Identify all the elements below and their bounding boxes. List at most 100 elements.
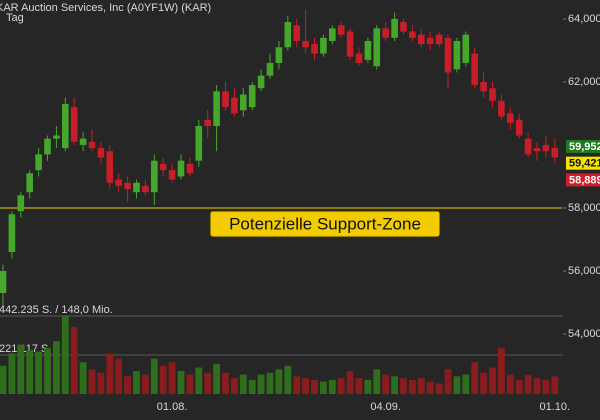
volume-bar <box>498 348 505 394</box>
candle-body <box>275 47 283 64</box>
candle-body <box>355 53 363 64</box>
candle-body <box>97 148 105 158</box>
candle-body <box>426 37 434 45</box>
volume-bar <box>462 374 470 394</box>
volume-bar <box>382 374 390 394</box>
candle-body <box>391 18 398 38</box>
volume-bar <box>35 351 42 394</box>
x-tick-label: 04.09. <box>370 401 401 413</box>
candle-body <box>409 31 416 38</box>
volume-bar <box>248 379 256 394</box>
candle-body <box>186 163 194 174</box>
volume-bar <box>150 358 158 394</box>
candle-body <box>168 170 176 180</box>
volume-bar <box>284 365 292 394</box>
candle-body <box>524 138 532 155</box>
candle-body <box>142 185 149 193</box>
volume-bar <box>177 371 185 394</box>
candle-body <box>44 138 51 155</box>
y-tick-label: 58,000 <box>568 202 600 214</box>
candle-body <box>311 44 318 54</box>
volume-bar <box>480 372 487 394</box>
candle-body <box>302 40 309 48</box>
y-tick-label: 56,000 <box>568 265 600 277</box>
volume-bar <box>320 381 327 394</box>
volume-bar <box>515 379 523 394</box>
candle-body <box>106 151 114 183</box>
candle-body <box>293 25 300 41</box>
volume-bar <box>346 371 354 394</box>
volume-bar <box>453 376 461 394</box>
volume-bar <box>195 367 203 394</box>
candle-body <box>462 34 470 64</box>
candle-body <box>346 31 354 57</box>
candle-body <box>35 154 42 171</box>
candle-body <box>489 88 496 101</box>
candle-body <box>151 160 158 193</box>
volume-bar <box>88 369 96 394</box>
candle-body <box>507 113 514 123</box>
candle-body <box>533 148 541 152</box>
volume-bar <box>435 383 443 394</box>
candle-body <box>444 37 452 73</box>
candle-body <box>204 119 211 127</box>
volume-bar <box>364 379 372 394</box>
candle-body <box>62 103 69 149</box>
candle-body <box>124 182 131 190</box>
candle-body <box>480 81 487 92</box>
candle-body <box>115 179 122 186</box>
y-tick-label: 54,000 <box>568 328 600 340</box>
volume-bar <box>204 372 212 394</box>
candle-body <box>364 40 372 60</box>
support-label: Potenzielle Support-Zone <box>229 214 421 233</box>
candle-body <box>435 34 443 45</box>
candle-body <box>213 91 220 127</box>
candle-body <box>133 182 140 193</box>
price-tag <box>566 156 600 170</box>
volume-bar <box>275 369 283 394</box>
volume-bar <box>311 379 318 394</box>
volume-bar <box>133 371 140 394</box>
candle-body <box>320 37 327 54</box>
candle-body <box>79 138 87 145</box>
candle-body <box>382 28 389 38</box>
x-tick-label: 01.08. <box>157 401 188 413</box>
candle-body <box>337 25 345 35</box>
volume-bar <box>186 374 194 394</box>
x-tick-label: 01.10. <box>540 401 571 413</box>
candle-body <box>70 107 78 142</box>
volume-bar <box>409 379 416 394</box>
candle-body <box>248 85 256 108</box>
volume-bar <box>97 372 105 394</box>
candle-body <box>471 53 478 86</box>
volume-bar <box>489 367 496 394</box>
volume-bar <box>391 376 398 394</box>
candle-body <box>159 163 167 171</box>
volume-bar <box>231 378 238 394</box>
candle-body <box>373 28 381 67</box>
volume-bar <box>328 379 336 394</box>
volume-bar <box>106 353 114 394</box>
volume-bar <box>168 362 176 394</box>
volume-bar <box>471 362 479 394</box>
candle-body <box>0 270 7 294</box>
volume-bar <box>551 376 559 394</box>
volume-bar <box>542 379 550 394</box>
volume-bar <box>373 369 381 394</box>
volume-bar <box>400 378 407 394</box>
candle-body <box>222 91 229 108</box>
candle-body <box>26 173 33 193</box>
volume-bar <box>337 378 345 394</box>
volume-bar <box>257 374 265 394</box>
y-tick-label: 64,000 <box>568 13 600 25</box>
candle-body <box>515 119 523 136</box>
candle-body <box>266 63 274 76</box>
price-tag-label: 58,889 <box>569 174 600 186</box>
volume-bar <box>293 376 301 394</box>
candle-body <box>17 195 25 212</box>
volume-bar <box>444 369 452 394</box>
price-tag <box>566 173 600 187</box>
volume-bar <box>61 316 69 394</box>
candle-body <box>284 22 292 48</box>
